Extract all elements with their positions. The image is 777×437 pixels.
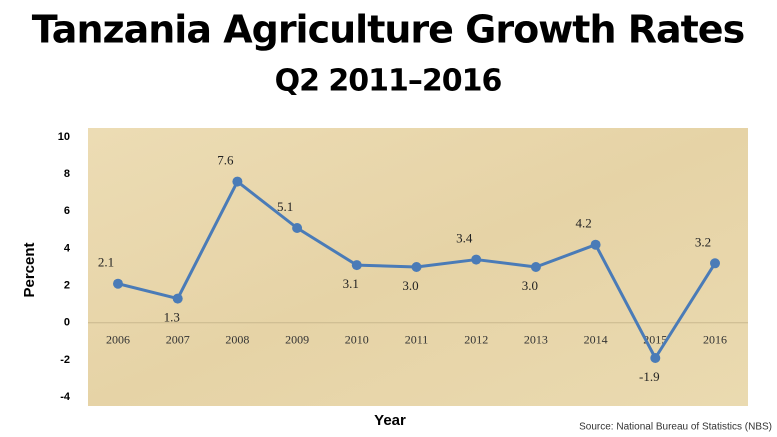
- data-point: [411, 262, 422, 272]
- value-label: 1.3: [164, 310, 180, 325]
- data-point: [113, 278, 123, 289]
- x-tick-label: 2009: [285, 332, 309, 346]
- value-label: 7.6: [217, 153, 234, 168]
- y-tick-label: 10: [58, 131, 70, 143]
- value-label: 3.0: [402, 278, 418, 293]
- x-tick-label: 2011: [405, 332, 429, 346]
- x-tick-label: 2016: [703, 332, 727, 346]
- value-label: 5.1: [277, 199, 293, 214]
- x-tick-label: 2015: [643, 332, 667, 346]
- data-point: [710, 258, 720, 269]
- data-point: [232, 176, 243, 187]
- x-tick-label: 2006: [106, 332, 130, 346]
- data-point: [650, 353, 661, 363]
- x-tick-label: 2007: [166, 332, 190, 346]
- x-tick-label: 2014: [584, 332, 608, 346]
- x-axis-label: Year: [374, 412, 406, 429]
- x-tick-label: 2012: [464, 332, 488, 346]
- x-tick-label: 2008: [225, 332, 249, 346]
- value-label: 3.4: [456, 231, 473, 246]
- chart-subtitle: Q2 2011–2016: [275, 64, 502, 99]
- value-label: 3.0: [522, 278, 538, 293]
- source-note: Source: National Bureau of Statistics (N…: [579, 422, 772, 433]
- y-tick-label: 0: [64, 317, 70, 329]
- value-label: 3.1: [343, 276, 359, 291]
- data-point: [590, 239, 601, 250]
- x-tick-label: 2013: [524, 332, 548, 346]
- y-tick-label: -2: [60, 354, 70, 366]
- chart-title: Tanzania Agriculture Growth Rates: [32, 8, 744, 52]
- y-tick-label: 6: [64, 205, 70, 217]
- data-point: [530, 262, 541, 272]
- y-axis-label: Percent: [21, 242, 38, 297]
- y-tick-label: -4: [60, 391, 71, 403]
- value-label: -1.9: [639, 369, 660, 384]
- value-label: 4.2: [575, 216, 591, 231]
- data-point: [292, 223, 303, 233]
- y-tick-label: 2: [64, 279, 70, 291]
- data-point: [172, 293, 183, 304]
- data-point: [471, 254, 482, 265]
- x-tick-label: 2010: [345, 332, 369, 346]
- value-label: 3.2: [695, 234, 711, 249]
- y-tick-label: 8: [64, 168, 70, 180]
- data-point: [351, 260, 362, 271]
- y-tick-label: 4: [64, 242, 71, 254]
- value-label: 2.1: [98, 255, 114, 270]
